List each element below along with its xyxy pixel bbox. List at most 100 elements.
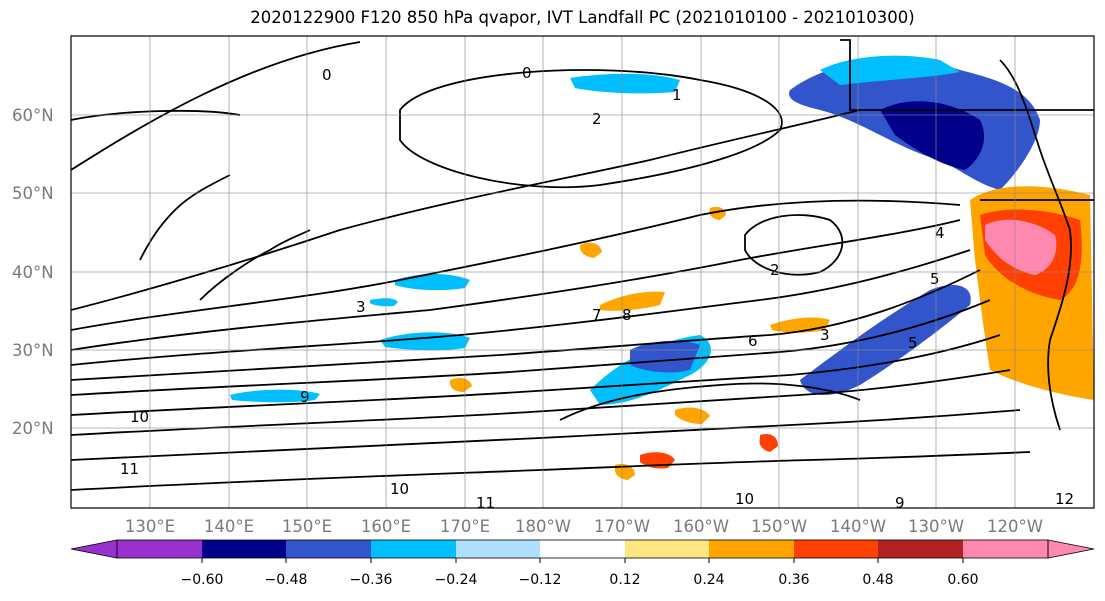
- lon-label: 120°W: [987, 517, 1043, 536]
- contour-label: 0: [522, 64, 532, 82]
- colorbar-tick-label: −0.36: [350, 572, 393, 588]
- lon-label: 140°E: [204, 517, 254, 536]
- colorbar-frame: [116, 539, 1049, 559]
- contour-label: 10: [130, 408, 149, 426]
- positive-anomaly-patch: [450, 378, 472, 392]
- lat-label: 60°N: [12, 106, 54, 125]
- contour-label: 5: [930, 270, 940, 288]
- map-frame: [70, 35, 1095, 509]
- contour-line: [999, 59, 1072, 431]
- contour-line: [71, 199, 961, 331]
- lat-labels: 60°N 50°N 40°N 30°N 20°N: [12, 106, 54, 438]
- contour-label: 2: [592, 110, 602, 128]
- contour-line: [71, 409, 1021, 461]
- lon-label: 140°W: [830, 517, 886, 536]
- lon-label: 130°E: [125, 517, 175, 536]
- contour-label: 11: [476, 494, 495, 512]
- shading-layer: [230, 55, 1094, 480]
- contour-label: 8: [622, 306, 632, 324]
- positive-anomaly-patch: [580, 242, 602, 258]
- colorbar-segment: [540, 540, 625, 558]
- colorbar-tick-label: −0.48: [265, 572, 308, 588]
- contour-label: 10: [735, 490, 754, 508]
- map-panel: 0 0 1 2 2 3 3 4 5 5 6 7 8 9 9 10 10 10 1…: [70, 35, 1095, 512]
- colorbar-ticks: [201, 558, 964, 563]
- colorbar-tick-label: 0.48: [862, 572, 893, 588]
- positive-anomaly-patch: [759, 434, 778, 452]
- positive-anomaly-patch: [600, 291, 665, 311]
- contour-line: [71, 369, 1011, 436]
- contour-label: 0: [322, 66, 332, 84]
- contour-line: [559, 382, 861, 421]
- contour-label: 9: [300, 388, 310, 406]
- contour-label: 2: [770, 261, 780, 279]
- negative-anomaly-patch: [570, 73, 680, 94]
- contour-label: 10: [390, 480, 409, 498]
- contour-layer: [71, 39, 1094, 491]
- negative-anomaly-patch: [230, 389, 320, 403]
- contour-line: [71, 219, 961, 351]
- colorbar-tick-labels: −0.60 −0.48 −0.36 −0.24 −0.12 0.12 0.24 …: [181, 572, 979, 588]
- contour-line: [71, 334, 1001, 416]
- colorbar-tick-label: −0.24: [435, 572, 478, 588]
- contour-label: 11: [120, 460, 139, 478]
- positive-anomaly-westcoast-max: [985, 219, 1057, 275]
- colorbar-segment: [286, 540, 371, 558]
- colorbar: −0.60 −0.48 −0.36 −0.24 −0.12 0.12 0.24 …: [70, 539, 1095, 588]
- colorbar-segment: [878, 540, 963, 558]
- colorbar-tick-label: 0.12: [609, 572, 640, 588]
- contour-label: 4: [935, 224, 945, 242]
- lon-label: 170°E: [440, 517, 490, 536]
- contour-line: [139, 174, 231, 261]
- lon-label: 180°W: [515, 517, 571, 536]
- lon-label: 160°E: [361, 517, 411, 536]
- figure-title: 2020122900 F120 850 hPa qvapor, IVT Land…: [250, 8, 915, 27]
- contour-line: [399, 69, 783, 189]
- contour-line: [840, 39, 1094, 111]
- contour-line: [71, 109, 241, 121]
- lon-label: 130°W: [908, 517, 964, 536]
- negative-anomaly-alaska-core: [880, 101, 985, 170]
- negative-anomaly-patch: [370, 298, 398, 307]
- lon-label: 150°W: [751, 517, 807, 536]
- negative-anomaly-central: [630, 340, 700, 373]
- positive-anomaly-patch: [614, 464, 635, 480]
- contour-label: 9: [895, 494, 905, 512]
- lon-label: 170°W: [594, 517, 650, 536]
- lat-label: 30°N: [12, 341, 54, 360]
- gridlines: [71, 36, 1094, 508]
- contour-line: [71, 299, 991, 396]
- contour-line: [71, 269, 981, 381]
- colorbar-extend-left: [70, 539, 118, 559]
- colorbar-segment: [371, 540, 456, 558]
- contour-label: 12: [1055, 490, 1074, 508]
- lon-labels: 130°E 140°E 150°E 160°E 170°E 180°W 170°…: [125, 517, 1043, 536]
- colorbar-tick-label: 0.24: [693, 572, 724, 588]
- lat-label: 50°N: [12, 184, 54, 203]
- contour-label: 3: [820, 326, 830, 344]
- colorbar-tick-label: −0.12: [519, 572, 562, 588]
- contour-label: 6: [748, 332, 758, 350]
- contour-line: [71, 451, 1031, 491]
- colorbar-segment: [709, 540, 794, 558]
- colorbar-segment: [963, 540, 1048, 558]
- colorbar-segment: [202, 540, 286, 558]
- contour-line: [71, 41, 361, 171]
- colorbar-segment: [625, 540, 709, 558]
- colorbar-tick-label: 0.36: [778, 572, 809, 588]
- colorbar-tick-label: 0.60: [947, 572, 978, 588]
- colorbar-tick-label: −0.60: [181, 572, 224, 588]
- contour-label: 1: [672, 86, 682, 104]
- colorbar-segment: [794, 540, 878, 558]
- colorbar-extend-right: [1047, 539, 1095, 559]
- negative-anomaly-subtropical: [800, 285, 971, 396]
- lat-label: 20°N: [12, 419, 54, 438]
- contour-label: 3: [356, 298, 366, 316]
- contour-label-layer: 0 0 1 2 2 3 3 4 5 5 6 7 8 9 9 10 10 10 1…: [120, 64, 1074, 512]
- colorbar-segment: [456, 540, 540, 558]
- contour-label: 5: [908, 334, 918, 352]
- contour-line: [199, 229, 311, 301]
- lon-label: 150°E: [282, 517, 332, 536]
- contour-line: [744, 214, 844, 276]
